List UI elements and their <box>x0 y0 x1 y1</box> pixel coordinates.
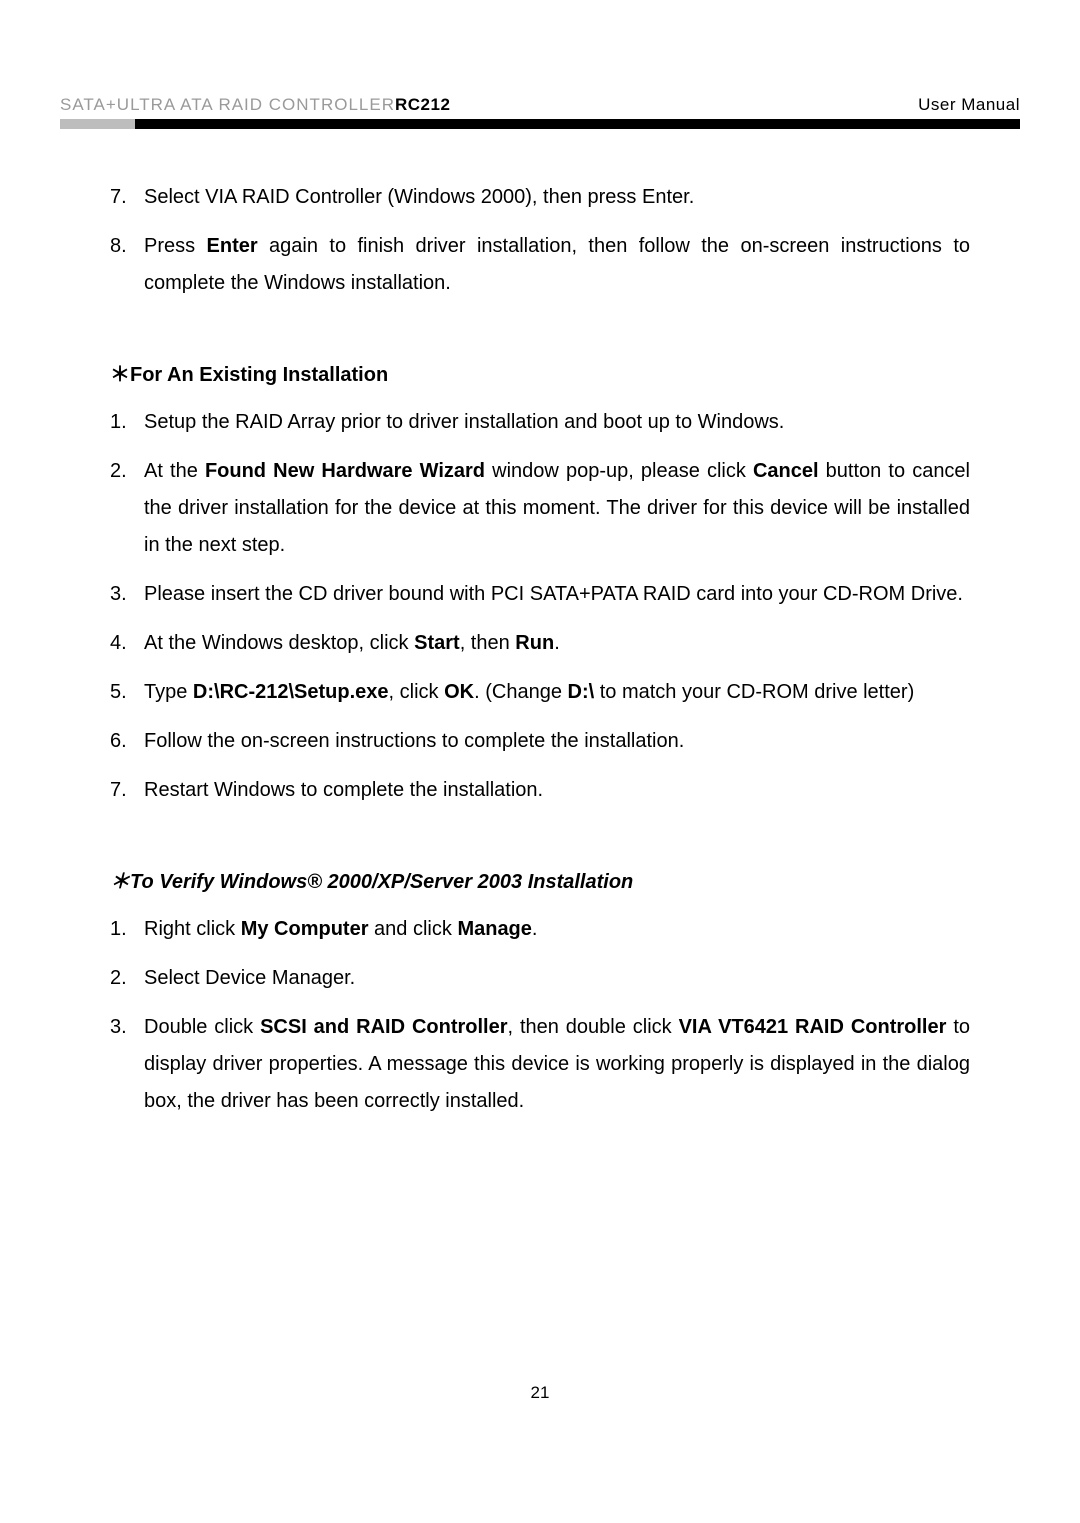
document-page: SATA+ULTRA ATA RAID CONTROLLERRC212 User… <box>0 0 1080 1523</box>
section-heading-verify: ＊To Verify Windows® 2000/XP/Server 2003 … <box>110 864 970 901</box>
list-item-number: 1. <box>110 404 144 441</box>
list-item: 2.Select Device Manager. <box>110 960 970 997</box>
list-item-text: Double click SCSI and RAID Controller, t… <box>144 1009 970 1120</box>
list-item-text: At the Found New Hardware Wizard window … <box>144 453 970 564</box>
list-item-number: 5. <box>110 674 144 711</box>
list-item-text: Right click My Computer and click Manage… <box>144 911 970 948</box>
list-item-number: 3. <box>110 1009 144 1046</box>
list-item-text: Select Device Manager. <box>144 960 970 997</box>
verify-install-steps-list: 1.Right click My Computer and click Mana… <box>110 911 970 1120</box>
list-item-number: 8. <box>110 228 144 265</box>
list-item-number: 7. <box>110 772 144 809</box>
list-item-number: 6. <box>110 723 144 760</box>
list-item-number: 2. <box>110 960 144 997</box>
rule-segment-dark <box>135 119 1020 129</box>
list-item: 2.At the Found New Hardware Wizard windo… <box>110 453 970 564</box>
page-number: 21 <box>0 1383 1080 1403</box>
list-item: 8.Press Enter again to finish driver ins… <box>110 228 970 302</box>
list-item-text: Press Enter again to finish driver insta… <box>144 228 970 302</box>
list-item-number: 1. <box>110 911 144 948</box>
list-item: 6.Follow the on-screen instructions to c… <box>110 723 970 760</box>
header-rule <box>60 119 1020 129</box>
page-content: 7.Select VIA RAID Controller (Windows 20… <box>60 129 1020 1120</box>
list-item-number: 3. <box>110 576 144 613</box>
header-product-line: SATA+ULTRA ATA RAID CONTROLLER <box>60 95 395 114</box>
list-item: 7.Select VIA RAID Controller (Windows 20… <box>110 179 970 216</box>
list-item-text: Restart Windows to complete the installa… <box>144 772 970 809</box>
list-item: 1.Setup the RAID Array prior to driver i… <box>110 404 970 441</box>
rule-segment-light <box>60 119 135 129</box>
list-item-text: Follow the on-screen instructions to com… <box>144 723 970 760</box>
header-right: User Manual <box>918 95 1020 115</box>
list-item: 3.Double click SCSI and RAID Controller,… <box>110 1009 970 1120</box>
list-item-number: 2. <box>110 453 144 490</box>
list-item: 1.Right click My Computer and click Mana… <box>110 911 970 948</box>
list-item-text: Please insert the CD driver bound with P… <box>144 576 970 613</box>
page-header: SATA+ULTRA ATA RAID CONTROLLERRC212 User… <box>60 95 1020 119</box>
header-left: SATA+ULTRA ATA RAID CONTROLLERRC212 <box>60 95 450 115</box>
existing-install-steps-list: 1.Setup the RAID Array prior to driver i… <box>110 404 970 809</box>
list-item: 3.Please insert the CD driver bound with… <box>110 576 970 613</box>
list-item-number: 7. <box>110 179 144 216</box>
header-model: RC212 <box>395 95 450 114</box>
list-item-number: 4. <box>110 625 144 662</box>
list-item-text: Type D:\RC-212\Setup.exe, click OK. (Cha… <box>144 674 970 711</box>
list-item: 5.Type D:\RC-212\Setup.exe, click OK. (C… <box>110 674 970 711</box>
list-item-text: At the Windows desktop, click Start, the… <box>144 625 970 662</box>
continued-steps-list: 7.Select VIA RAID Controller (Windows 20… <box>110 179 970 302</box>
list-item: 4.At the Windows desktop, click Start, t… <box>110 625 970 662</box>
list-item: 7.Restart Windows to complete the instal… <box>110 772 970 809</box>
list-item-text: Setup the RAID Array prior to driver ins… <box>144 404 970 441</box>
list-item-text: Select VIA RAID Controller (Windows 2000… <box>144 179 970 216</box>
section-heading-existing: ＊For An Existing Installation <box>110 357 970 394</box>
